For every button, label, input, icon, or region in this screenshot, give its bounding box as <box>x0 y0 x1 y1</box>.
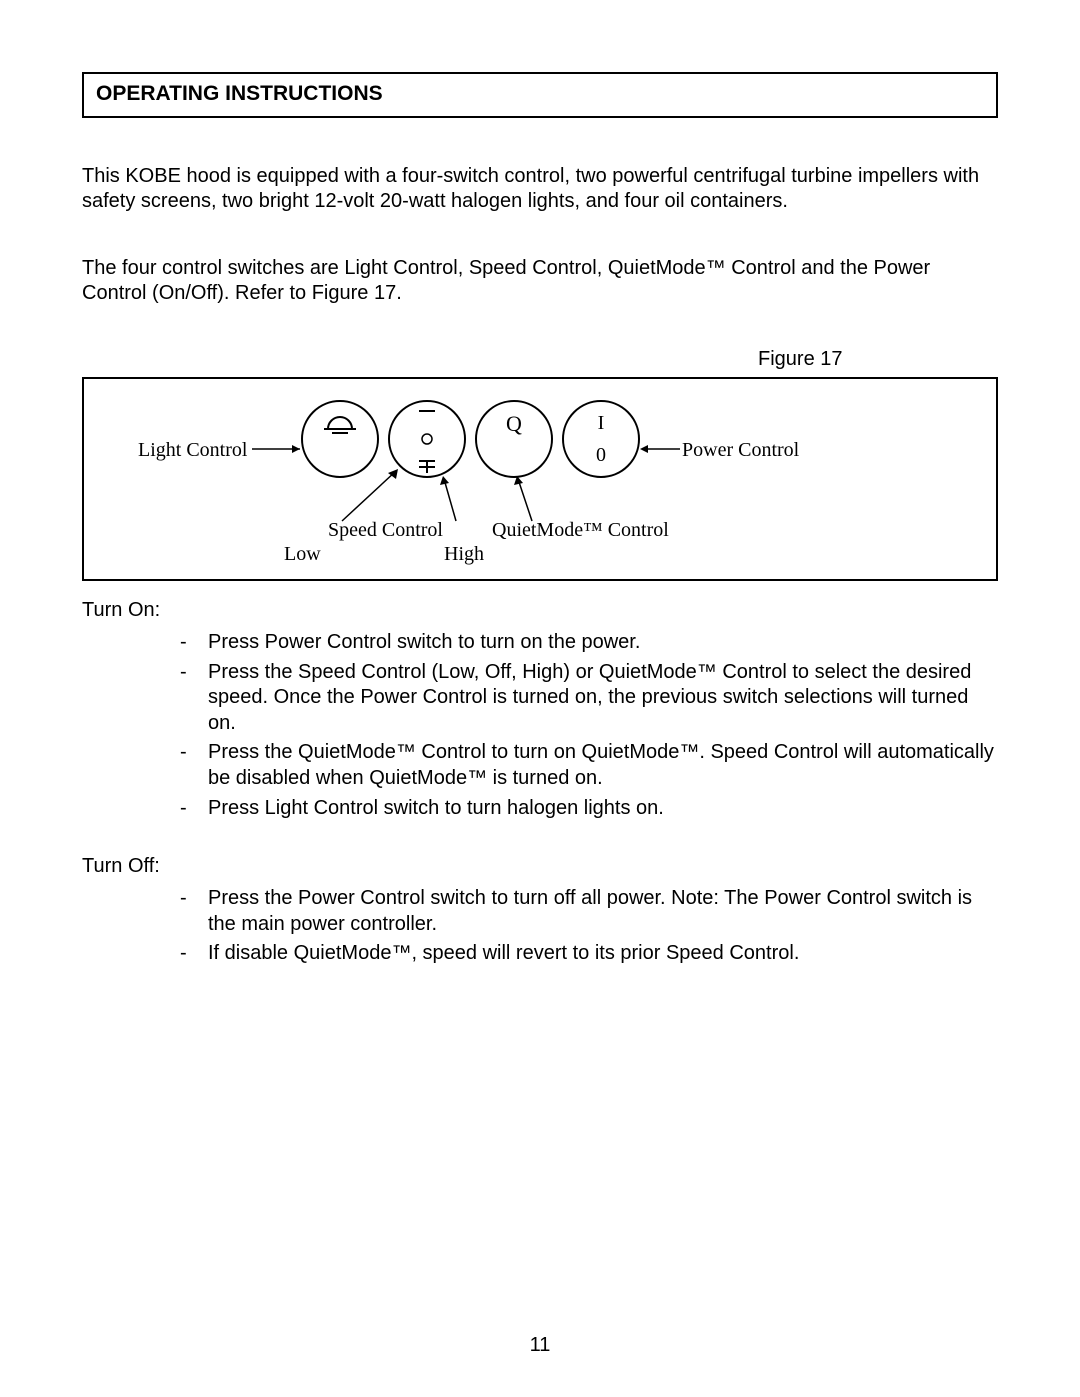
page: OPERATING INSTRUCTIONS This KOBE hood is… <box>0 0 1080 1397</box>
section-title: OPERATING INSTRUCTIONS <box>96 82 383 105</box>
list-item: Press the Power Control switch to turn o… <box>82 886 998 937</box>
control-panel-diagram: Q I 0 <box>84 379 996 579</box>
section-title-box: OPERATING INSTRUCTIONS <box>82 72 998 118</box>
label-speed-control: Speed Control <box>328 519 443 542</box>
list-item: Press the Speed Control (Low, Off, High)… <box>82 660 998 737</box>
page-number: 11 <box>0 1334 1080 1357</box>
label-quietmode-control: QuietMode™ Control <box>492 519 669 542</box>
label-low: Low <box>284 543 321 566</box>
svg-text:0: 0 <box>596 444 606 466</box>
intro-paragraph-1: This KOBE hood is equipped with a four-s… <box>82 164 998 214</box>
list-item: If disable QuietMode™, speed will revert… <box>82 941 998 967</box>
label-high: High <box>444 543 484 566</box>
figure-17: Q I 0 Light Control Power Control Speed <box>82 377 998 581</box>
turn-on-list: Press Power Control switch to turn on th… <box>82 630 998 821</box>
list-item: Press Power Control switch to turn on th… <box>82 630 998 656</box>
figure-caption: Figure 17 <box>758 348 998 371</box>
turn-off-heading: Turn Off: <box>82 855 998 878</box>
turn-off-list: Press the Power Control switch to turn o… <box>82 886 998 967</box>
svg-text:Q: Q <box>506 411 522 436</box>
label-light-control: Light Control <box>138 439 247 462</box>
turn-on-heading: Turn On: <box>82 599 998 622</box>
intro-paragraph-2: The four control switches are Light Cont… <box>82 256 998 306</box>
svg-text:I: I <box>598 412 605 434</box>
list-item: Press Light Control switch to turn halog… <box>82 796 998 822</box>
label-power-control: Power Control <box>682 439 799 462</box>
list-item: Press the QuietMode™ Control to turn on … <box>82 740 998 791</box>
